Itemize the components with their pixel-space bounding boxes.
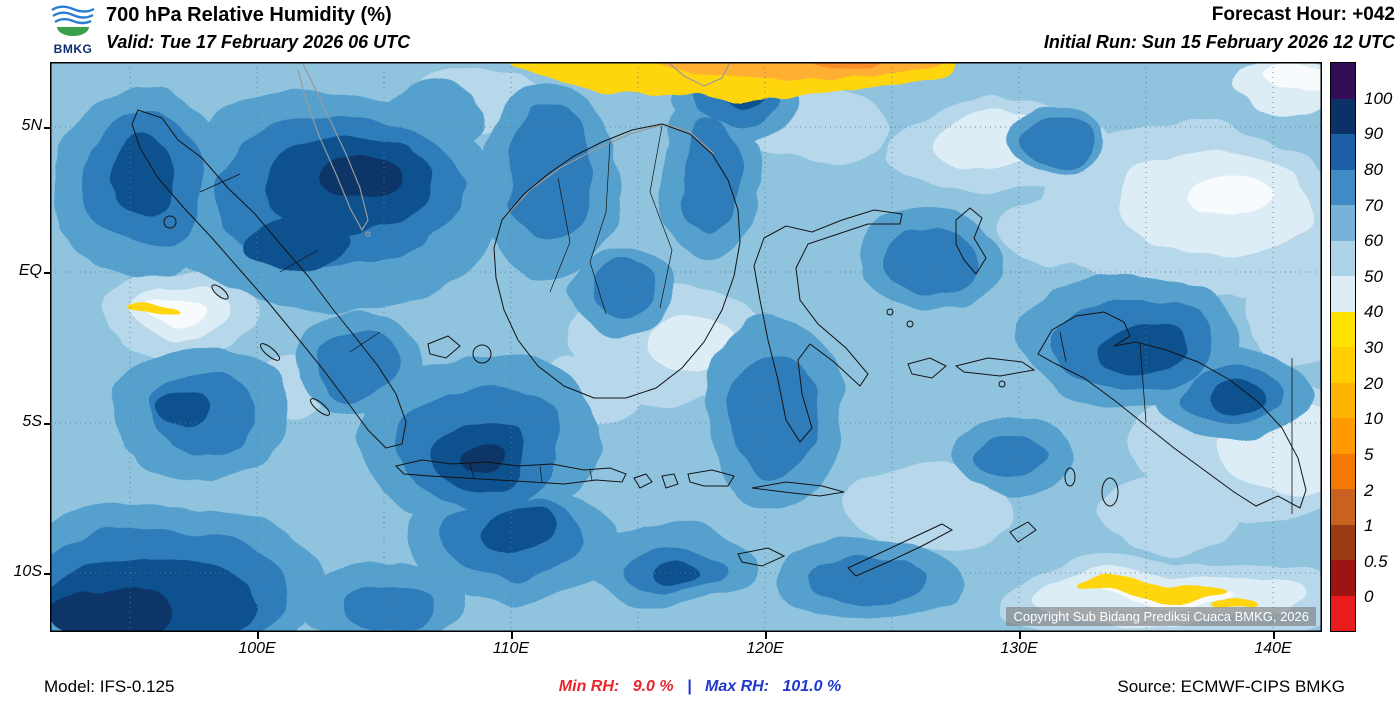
lon-tick-140e: 140E [1254,640,1292,657]
colorbar-segment [1331,524,1355,560]
colorbar-segment [1331,276,1355,312]
colorbar-segment [1331,240,1355,276]
colorbar-segment [1331,169,1355,205]
lat-tickmark [44,423,50,425]
colorbar-label: 1 [1364,516,1374,536]
colorbar-label: 70 [1364,195,1383,215]
lat-tickmark [44,272,50,274]
colorbar-segment [1331,98,1355,134]
colorbar-label: 20 [1364,373,1383,393]
minmax-line: Min RH: 9.0 % | Max RH: 101.0 % [0,678,1400,696]
colorbar-segment [1331,205,1355,241]
colorbar-label: 50 [1364,266,1383,286]
min-rh-label: Min RH: [558,678,620,695]
map-area: Copyright Sub Bidang Prediksi Cuaca BMKG… [50,62,1322,632]
colorbar-segment [1331,63,1355,99]
bmkg-logo-icon [51,5,95,36]
colorbar-label: 40 [1364,302,1383,322]
bmkg-logo-text: BMKG [53,42,93,56]
lon-tick-120e: 120E [746,640,784,657]
colorbar-label: 90 [1364,124,1383,144]
bmkg-logo: BMKG [42,2,104,55]
colorbar [1330,62,1356,632]
coastlines [131,109,1307,577]
colorbar-segment [1331,418,1355,454]
colorbar-label: 2 [1364,480,1374,500]
colorbar-segment [1331,347,1355,383]
colorbar-label: 0.5 [1364,551,1388,571]
colorbar-segment [1331,382,1355,418]
lon-tick-110e: 110E [492,640,530,657]
model-label: Model: IFS-0.125 [44,677,175,696]
colorbar-label: 100 [1364,88,1393,108]
initial-run-label: Initial Run: Sun 15 February 2026 12 UTC [1043,32,1395,52]
lat-tickmark [44,127,50,129]
colorbar-segment [1331,595,1355,631]
colorbar-labels: 100 90 80 70 60 50 40 30 20 10 5 2 1 0.5 0 [1364,62,1400,632]
colorbar-segment [1331,560,1355,596]
humidity-contours [50,62,1322,632]
page-title: 700 hPa Relative Humidity (%) [106,4,392,26]
lat-tick-10s: 10S [13,563,42,580]
colorbar-segment [1331,453,1355,489]
source-label: Source: ECMWF-CIPS BMKG [1117,677,1345,696]
humidity-field-map [50,62,1322,632]
lon-tickmark [257,632,259,639]
minmax-separator: | [687,678,692,695]
colorbar-segment [1331,311,1355,347]
min-rh-value: 9.0 % [632,678,674,695]
max-rh-label: Max RH: [705,678,770,695]
forecast-hour-label: Forecast Hour: +042 [1211,4,1395,25]
valid-time-label: Valid: Tue 17 February 2026 06 UTC [106,32,411,52]
colorbar-label: 30 [1364,338,1383,357]
max-rh-value: 101.0 % [782,678,842,695]
lon-tickmark [1273,632,1275,639]
colorbar-segment [1331,134,1355,170]
lon-tickmark [765,632,767,639]
coastlines-foreign [297,62,731,237]
grid-lines [50,62,1322,632]
lon-tickmark [1019,632,1021,639]
colorbar-label: 0 [1364,587,1374,607]
copyright-watermark: Copyright Sub Bidang Prediksi Cuaca BMKG… [1006,607,1316,626]
colorbar-segment [1331,489,1355,525]
lat-tick-eq: EQ [18,262,42,279]
lon-tickmark [511,632,513,639]
lon-tick-100e: 100E [238,640,276,657]
lat-tickmark [44,573,50,575]
lat-tick-5n: 5N [21,117,42,134]
colorbar-label: 5 [1364,444,1374,464]
lon-tick-130e: 130E [1000,640,1038,657]
colorbar-label: 10 [1364,409,1383,429]
map-border [50,62,1322,632]
colorbar-label: 80 [1364,159,1383,179]
lat-tick-5s: 5S [22,413,42,430]
colorbar-label: 60 [1364,231,1383,251]
